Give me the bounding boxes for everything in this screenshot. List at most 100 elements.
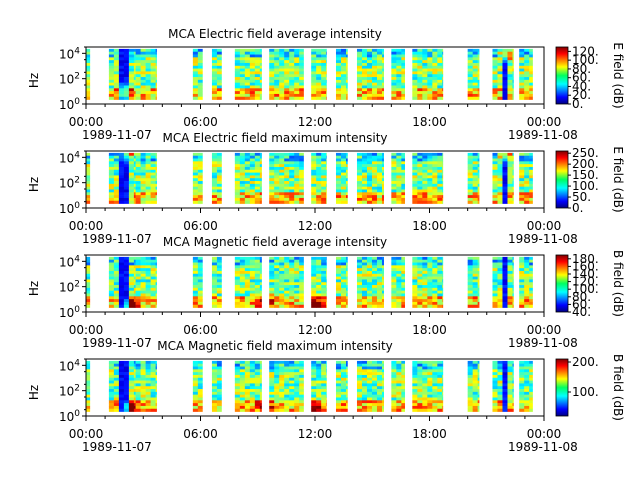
heatmap-cell xyxy=(502,262,508,266)
heatmap-cell xyxy=(492,301,498,306)
heatmap-cell xyxy=(274,408,280,412)
heatmap-cell xyxy=(381,301,384,306)
colorbar-gradient xyxy=(555,46,569,105)
heatmap-cell xyxy=(432,299,438,303)
heatmap-cell xyxy=(135,268,141,272)
heatmap-cell xyxy=(259,262,262,266)
heatmap-cell xyxy=(427,400,433,404)
heatmap-cell xyxy=(507,82,513,86)
heatmap-cell xyxy=(279,85,285,89)
heatmap-cell xyxy=(259,71,262,75)
heatmap-cell xyxy=(376,164,383,168)
heatmap-cell xyxy=(108,279,115,283)
heatmap-cell xyxy=(274,54,280,58)
heatmap-cell xyxy=(326,62,327,67)
heatmap-cell xyxy=(345,374,348,379)
heatmap-cell xyxy=(477,282,480,286)
heatmap-cell xyxy=(244,172,251,176)
heatmap-cell xyxy=(417,158,423,162)
heatmap-cell xyxy=(326,256,327,261)
heatmap-cell xyxy=(118,77,125,81)
heatmap-cell xyxy=(524,96,530,100)
heatmap-cell xyxy=(361,62,368,67)
heatmap-cell xyxy=(401,68,405,72)
heatmap-cell xyxy=(140,360,146,365)
heatmap-cell xyxy=(361,386,368,390)
heatmap-cell xyxy=(133,287,136,291)
heatmap-cell xyxy=(108,391,115,395)
heatmap-cell xyxy=(417,279,423,283)
heatmap-cell xyxy=(316,152,322,157)
heatmap-cell xyxy=(244,85,251,89)
heatmap-cell xyxy=(376,172,383,176)
heatmap-cell xyxy=(529,386,533,390)
heatmap-cell xyxy=(289,51,295,55)
heatmap-cell xyxy=(239,372,246,376)
heatmap-cell xyxy=(396,408,402,412)
heatmap-cell xyxy=(432,391,438,395)
heatmap-cell xyxy=(113,366,120,370)
heatmap-cell xyxy=(401,262,405,266)
heatmap-cell xyxy=(311,65,317,69)
heatmap-cell xyxy=(356,391,363,395)
heatmap-cell xyxy=(507,48,513,53)
heatmap-cell xyxy=(422,299,428,303)
heatmap-cell xyxy=(289,152,295,157)
heatmap-cell xyxy=(417,397,423,401)
heatmap-cell xyxy=(417,88,423,92)
heatmap-cell xyxy=(472,262,478,266)
data-segment xyxy=(192,360,203,412)
heatmap-cell xyxy=(140,293,146,297)
heatmap-cell xyxy=(86,169,91,173)
heatmap-cell xyxy=(259,299,262,303)
heatmap-cell xyxy=(432,192,438,196)
heatmap-cell xyxy=(294,93,300,98)
heatmap-cell xyxy=(502,400,508,404)
heatmap-cell xyxy=(234,169,241,173)
heatmap-cell xyxy=(427,82,433,86)
heatmap-cell xyxy=(412,161,418,165)
heatmap-cell xyxy=(284,391,290,395)
heatmap-cell xyxy=(529,189,533,193)
heatmap-cell xyxy=(432,256,438,261)
heatmap-cell xyxy=(335,77,342,81)
heatmap-cell xyxy=(492,181,498,185)
heatmap-cell xyxy=(376,71,383,75)
heatmap-cell xyxy=(376,93,383,98)
data-segment xyxy=(135,48,157,100)
heatmap-cell xyxy=(371,279,378,283)
heatmap-cell xyxy=(371,192,378,196)
heatmap-cell xyxy=(422,372,428,376)
heatmap-cell xyxy=(412,54,418,58)
heatmap-cell xyxy=(507,161,513,165)
heatmap-cell xyxy=(135,152,141,157)
heatmap-cell xyxy=(345,172,348,176)
heatmap-cell xyxy=(216,183,222,187)
heatmap-cell xyxy=(442,386,444,390)
heatmap-cell xyxy=(529,51,533,55)
heatmap-cell xyxy=(381,71,384,75)
heatmap-cell xyxy=(519,152,525,157)
heatmap-cell xyxy=(345,366,348,370)
heatmap-cell xyxy=(86,192,91,196)
heatmap-cell xyxy=(294,158,300,162)
heatmap-cell xyxy=(123,287,130,291)
heatmap-cell xyxy=(472,400,478,404)
heatmap-cell xyxy=(512,192,514,196)
heatmap-cell xyxy=(432,287,438,291)
heatmap-cell xyxy=(234,394,241,398)
heatmap-cell xyxy=(524,268,530,272)
heatmap-cell xyxy=(326,195,327,199)
heatmap-cell xyxy=(356,360,363,365)
heatmap-cell xyxy=(524,403,530,407)
heatmap-cell xyxy=(123,164,130,168)
heatmap-cell xyxy=(269,93,275,98)
heatmap-cells xyxy=(86,256,533,308)
colorbar-tick-label: 200. xyxy=(572,157,599,171)
heatmap-cell xyxy=(326,282,327,286)
heatmap-cell xyxy=(340,192,347,196)
heatmap-cell xyxy=(284,290,290,294)
heatmap-cell xyxy=(502,360,508,365)
heatmap-cell xyxy=(519,377,525,381)
heatmap-cell xyxy=(239,79,246,83)
